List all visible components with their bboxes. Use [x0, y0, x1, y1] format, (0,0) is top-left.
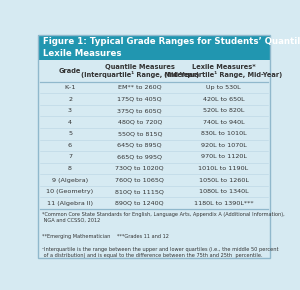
Text: 2: 2 [68, 97, 72, 102]
Text: 7: 7 [68, 154, 72, 160]
Text: 175Q to 405Q: 175Q to 405Q [118, 97, 162, 102]
Text: 420L to 650L: 420L to 650L [203, 97, 244, 102]
Text: Figure 1: Typical Grade Ranges for Students’ Quantile and
Lexile Measures: Figure 1: Typical Grade Ranges for Stude… [43, 37, 300, 58]
Text: EM** to 260Q: EM** to 260Q [118, 85, 162, 90]
Text: 970L to 1120L: 970L to 1120L [201, 154, 246, 160]
Text: 8: 8 [68, 166, 72, 171]
Text: 11 (Algebra II): 11 (Algebra II) [47, 201, 93, 206]
Text: K–1: K–1 [64, 85, 76, 90]
Text: ¹Interquartile is the range between the upper and lower quartiles (i.e., the mid: ¹Interquartile is the range between the … [42, 247, 279, 258]
Text: 6: 6 [68, 143, 72, 148]
FancyBboxPatch shape [38, 35, 270, 61]
Text: 1050L to 1260L: 1050L to 1260L [199, 177, 248, 182]
Text: 760Q to 1065Q: 760Q to 1065Q [116, 177, 164, 182]
Text: 550Q to 815Q: 550Q to 815Q [118, 131, 162, 136]
Text: 1180L to 1390L***: 1180L to 1390L*** [194, 201, 253, 206]
Text: Quantile Measures
(Interquartile¹ Range, Mid-Year): Quantile Measures (Interquartile¹ Range,… [81, 64, 199, 79]
Text: 520L to 820L: 520L to 820L [203, 108, 244, 113]
Text: 480Q to 720Q: 480Q to 720Q [118, 120, 162, 125]
Text: 1080L to 1340L: 1080L to 1340L [199, 189, 248, 194]
Text: 645Q to 895Q: 645Q to 895Q [118, 143, 162, 148]
Text: 890Q to 1240Q: 890Q to 1240Q [116, 201, 164, 206]
Text: Lexile Measures*
(Interquartile¹ Range, Mid-Year): Lexile Measures* (Interquartile¹ Range, … [164, 64, 283, 79]
Text: 10 (Geometry): 10 (Geometry) [46, 189, 94, 194]
Text: 1010L to 1190L: 1010L to 1190L [198, 166, 249, 171]
Text: Up to 530L: Up to 530L [206, 85, 241, 90]
Text: 810Q to 1115Q: 810Q to 1115Q [116, 189, 164, 194]
Text: 665Q to 995Q: 665Q to 995Q [117, 154, 162, 160]
Text: 4: 4 [68, 120, 72, 125]
Text: *Common Core State Standards for English, Language Arts, Appendix A (Additional : *Common Core State Standards for English… [42, 212, 285, 223]
Text: 3: 3 [68, 108, 72, 113]
Text: 920L to 1070L: 920L to 1070L [201, 143, 246, 148]
Text: 9 (Algebra): 9 (Algebra) [52, 177, 88, 182]
Text: **Emerging Mathematician    ***Grades 11 and 12: **Emerging Mathematician ***Grades 11 an… [42, 234, 169, 239]
Text: 830L to 1010L: 830L to 1010L [201, 131, 246, 136]
Text: Grade: Grade [59, 68, 81, 74]
Text: 375Q to 605Q: 375Q to 605Q [118, 108, 162, 113]
Text: 740L to 940L: 740L to 940L [203, 120, 244, 125]
Text: 730Q to 1020Q: 730Q to 1020Q [116, 166, 164, 171]
Text: 5: 5 [68, 131, 72, 136]
